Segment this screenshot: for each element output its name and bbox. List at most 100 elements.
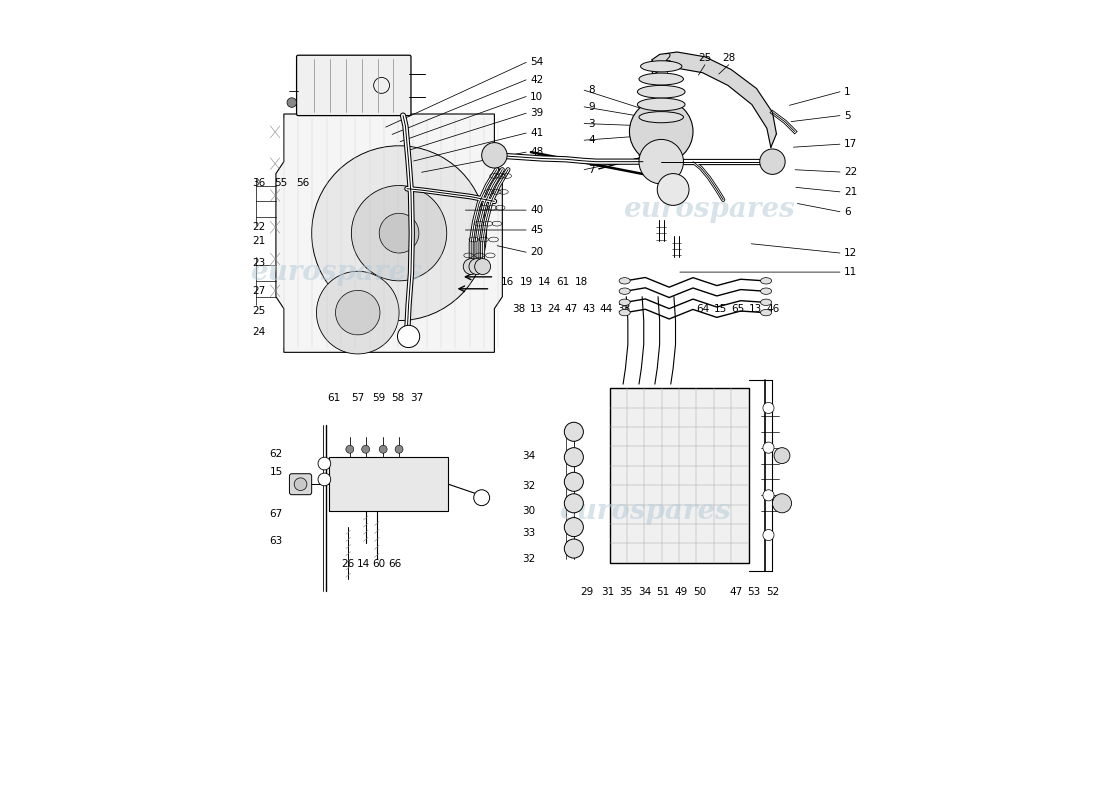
Text: 60: 60 xyxy=(373,559,386,570)
Circle shape xyxy=(763,490,774,501)
Text: 37: 37 xyxy=(410,393,424,402)
Circle shape xyxy=(463,258,480,274)
Text: 9: 9 xyxy=(588,102,595,112)
Circle shape xyxy=(362,446,370,454)
Text: 63: 63 xyxy=(270,537,283,546)
Text: 66: 66 xyxy=(388,559,401,570)
Text: 58: 58 xyxy=(390,393,404,402)
Ellipse shape xyxy=(639,112,683,122)
Circle shape xyxy=(475,258,491,274)
Circle shape xyxy=(564,518,583,537)
Circle shape xyxy=(395,446,403,454)
Circle shape xyxy=(311,146,486,321)
Text: 48: 48 xyxy=(530,147,543,157)
Text: 13: 13 xyxy=(749,305,762,314)
Text: 1: 1 xyxy=(844,86,850,97)
Text: 32: 32 xyxy=(522,554,536,564)
Circle shape xyxy=(379,446,387,454)
Circle shape xyxy=(564,422,583,442)
Text: 2: 2 xyxy=(664,54,671,63)
Text: 38: 38 xyxy=(513,305,526,314)
Text: 64: 64 xyxy=(696,305,710,314)
Circle shape xyxy=(564,539,583,558)
Circle shape xyxy=(336,290,380,335)
Text: 38: 38 xyxy=(617,305,630,314)
Circle shape xyxy=(763,530,774,541)
Circle shape xyxy=(294,478,307,490)
Text: 61: 61 xyxy=(328,393,341,402)
Text: 34: 34 xyxy=(638,587,651,598)
Ellipse shape xyxy=(639,73,683,85)
Text: 8: 8 xyxy=(588,85,595,95)
Ellipse shape xyxy=(760,288,772,294)
Text: 42: 42 xyxy=(530,75,543,85)
Text: 18: 18 xyxy=(574,278,587,287)
Text: 16: 16 xyxy=(502,278,515,287)
Text: 34: 34 xyxy=(522,450,536,461)
Text: 49: 49 xyxy=(674,587,688,598)
Text: 4: 4 xyxy=(588,135,595,146)
Circle shape xyxy=(318,473,331,486)
Text: 40: 40 xyxy=(530,205,543,215)
Text: 15: 15 xyxy=(270,467,283,478)
Text: 57: 57 xyxy=(351,393,364,402)
Bar xyxy=(329,457,449,511)
Text: 65: 65 xyxy=(732,305,745,314)
Circle shape xyxy=(564,472,583,491)
Circle shape xyxy=(317,271,399,354)
Text: 23: 23 xyxy=(252,258,265,268)
FancyBboxPatch shape xyxy=(297,55,411,115)
Text: 15: 15 xyxy=(714,305,727,314)
Circle shape xyxy=(629,100,693,163)
Ellipse shape xyxy=(760,310,772,316)
Text: 10: 10 xyxy=(530,91,543,102)
Polygon shape xyxy=(651,52,777,147)
Text: 28: 28 xyxy=(722,54,736,63)
Text: 25: 25 xyxy=(698,54,712,63)
Circle shape xyxy=(639,139,683,184)
Text: 50: 50 xyxy=(693,587,706,598)
Text: 29: 29 xyxy=(580,587,593,598)
Text: 39: 39 xyxy=(530,108,543,118)
Text: 55: 55 xyxy=(274,178,287,188)
Text: 36: 36 xyxy=(252,178,265,188)
Circle shape xyxy=(351,186,447,281)
Text: 5: 5 xyxy=(844,110,850,121)
Ellipse shape xyxy=(619,278,630,284)
Ellipse shape xyxy=(760,278,772,284)
Ellipse shape xyxy=(637,86,685,98)
Text: 24: 24 xyxy=(252,327,265,338)
Text: 24: 24 xyxy=(548,305,561,314)
Text: 14: 14 xyxy=(356,559,370,570)
Text: 59: 59 xyxy=(373,393,386,402)
Circle shape xyxy=(474,490,490,506)
Text: 62: 62 xyxy=(270,449,283,459)
Text: 32: 32 xyxy=(522,481,536,490)
Ellipse shape xyxy=(619,288,630,294)
Circle shape xyxy=(287,98,297,107)
Text: 47: 47 xyxy=(564,305,579,314)
Text: 61: 61 xyxy=(557,278,570,287)
Text: 14: 14 xyxy=(538,278,551,287)
Text: 45: 45 xyxy=(530,225,543,235)
Text: 41: 41 xyxy=(530,128,543,138)
Circle shape xyxy=(763,402,774,414)
Ellipse shape xyxy=(619,299,630,306)
FancyBboxPatch shape xyxy=(289,474,311,494)
Circle shape xyxy=(763,442,774,454)
Text: 47: 47 xyxy=(729,587,743,598)
Text: 56: 56 xyxy=(296,178,309,188)
Text: 35: 35 xyxy=(619,587,632,598)
Circle shape xyxy=(564,448,583,466)
Bar xyxy=(609,388,749,563)
Circle shape xyxy=(318,457,331,470)
Text: 21: 21 xyxy=(252,236,265,246)
Text: 27: 27 xyxy=(252,286,265,296)
Text: 52: 52 xyxy=(766,587,779,598)
Text: 20: 20 xyxy=(530,247,543,258)
Text: 53: 53 xyxy=(748,587,761,598)
Text: 19: 19 xyxy=(519,278,532,287)
Text: 25: 25 xyxy=(252,306,265,316)
Text: 51: 51 xyxy=(657,587,670,598)
Text: 67: 67 xyxy=(270,510,283,519)
